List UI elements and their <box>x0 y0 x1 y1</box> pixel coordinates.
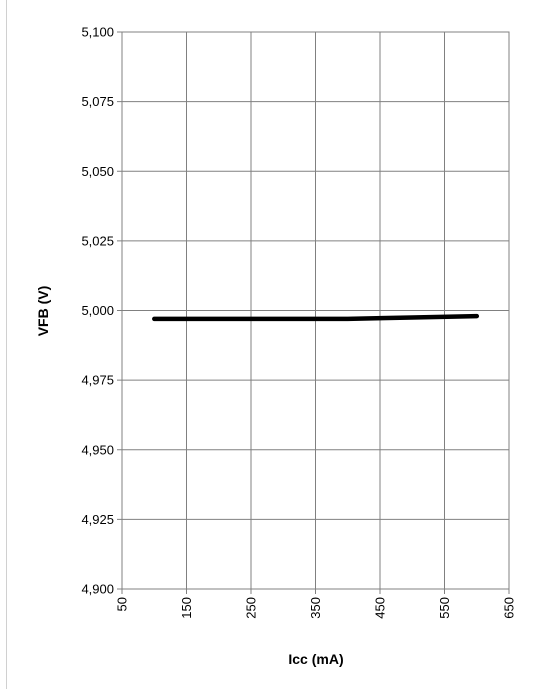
x-tick-label: 250 <box>244 597 259 619</box>
x-tick-label: 450 <box>373 597 388 619</box>
x-axis-title: Icc (mA) <box>288 651 343 667</box>
y-tick-label: 4,950 <box>81 442 114 457</box>
x-tick-label: 650 <box>502 597 517 619</box>
x-tick-label: 550 <box>437 597 452 619</box>
x-tick-label: 150 <box>179 597 194 619</box>
y-tick-label: 5,100 <box>81 25 114 40</box>
y-tick-label: 5,075 <box>81 94 114 109</box>
series-layer <box>152 313 480 322</box>
y-tick-label: 4,975 <box>81 373 114 388</box>
grid <box>117 31 510 594</box>
y-tick-label: 5,025 <box>81 233 114 248</box>
y-tick-label: 5,050 <box>81 164 114 179</box>
y-tick-label: 5,000 <box>81 303 114 318</box>
chart-frame <box>6 0 534 689</box>
series-line <box>152 313 480 322</box>
y-tick-label: 4,925 <box>81 512 114 527</box>
y-axis-title: VFB (V) <box>35 286 51 337</box>
x-tick-label: 350 <box>308 597 323 619</box>
y-tick-label: 4,900 <box>81 582 114 597</box>
tick-labels: 4,900 4,925 4,950 4,975 5,000 5,025 5,050 5,075… <box>81 25 516 619</box>
plot-border <box>121 31 510 590</box>
x-tick-label: 50 <box>115 597 130 611</box>
